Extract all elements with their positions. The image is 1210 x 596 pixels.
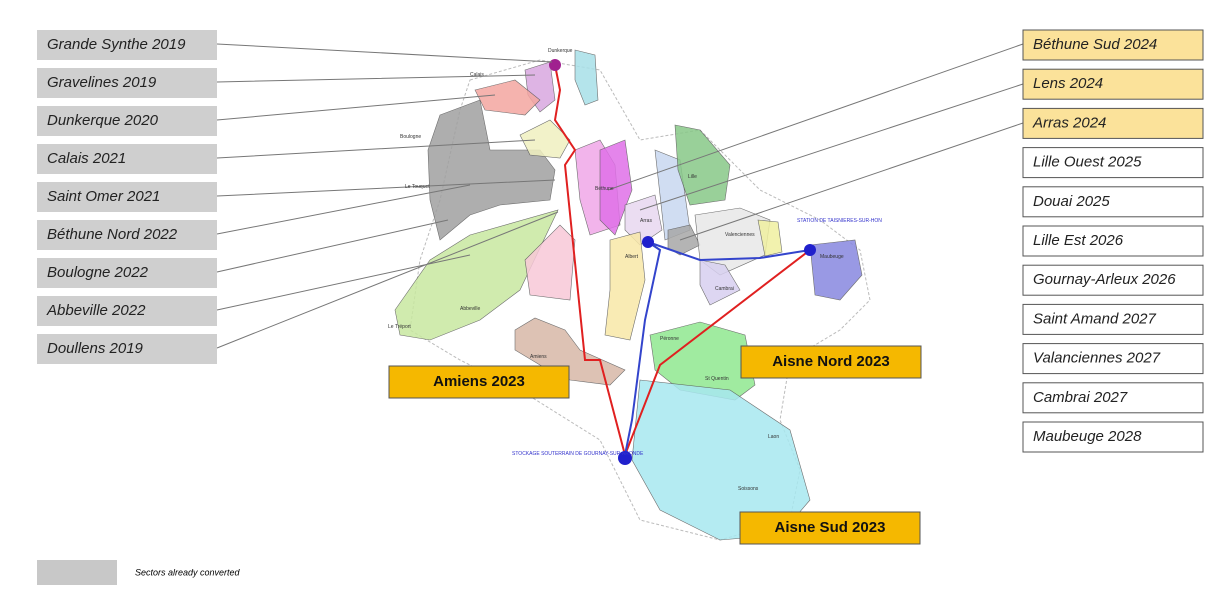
label-box: [37, 30, 217, 60]
label-text: Cambrai 2027: [1033, 389, 1128, 406]
label-box: [1022, 421, 1204, 453]
map-label: Calais: [470, 72, 484, 78]
label-text: Saint Omer 2021: [47, 188, 160, 205]
label-box: [1022, 303, 1204, 335]
map-label: Maubeuge: [820, 254, 844, 260]
map-label: Le Touquet: [405, 184, 430, 190]
map-label: Arras: [640, 218, 652, 224]
right-labels: Béthune Sud 2024 Lens 2024 Arras 2024 Lille…: [1022, 29, 1204, 453]
map: [394, 49, 871, 541]
map-label: Soissons: [738, 486, 759, 492]
label-text: Gravelines 2019: [47, 74, 157, 91]
map-label: Lille: [688, 174, 697, 180]
label-box: [1022, 343, 1204, 375]
label-text: Lille Ouest 2025: [1033, 154, 1142, 171]
label-text: Grande Synthe 2019: [47, 36, 186, 53]
label-box: [1022, 68, 1204, 100]
label-text: Maubeuge 2028: [1033, 428, 1142, 445]
label-text: Lens 2024: [1033, 75, 1103, 92]
label-text: Béthune Nord 2022: [47, 226, 178, 243]
label-box: [1022, 107, 1204, 139]
label-text: Abbeville 2022: [46, 302, 146, 319]
label-text: Boulogne 2022: [47, 264, 149, 281]
map-label: Amiens: [530, 354, 547, 360]
map-label: Cambrai: [715, 286, 734, 292]
label-text: Dunkerque 2020: [47, 112, 159, 129]
label-box: [37, 182, 217, 212]
label-box: [739, 511, 921, 545]
label-text: Béthune Sud 2024: [1033, 36, 1157, 53]
connectors: [216, 43, 1024, 349]
label-box: [740, 345, 922, 379]
legend-swatch: [37, 560, 117, 585]
map-label: Abbeville: [460, 306, 481, 312]
label-box: [37, 68, 217, 98]
station-label: STATION DE TAISNIERES-SUR-HON: [797, 218, 882, 224]
map-label: Albert: [625, 254, 639, 260]
label-text: Gournay-Arleux 2026: [1033, 271, 1176, 288]
label-box: [1022, 147, 1204, 179]
label-box: [1022, 225, 1204, 257]
station-label: STOCKAGE SOUTERRAIN DE GOURNAY-SUR-AROND…: [512, 451, 644, 457]
label-text: Saint Amand 2027: [1033, 310, 1157, 327]
label-box: [1022, 382, 1204, 414]
label-box: [1022, 186, 1204, 218]
center-labels: Amiens 2023 Aisne Nord 2023 Aisne Sud 2023: [388, 345, 922, 545]
label-box: [37, 144, 217, 174]
label-text: Aisne Sud 2023: [775, 519, 886, 536]
map-label: Péronne: [660, 336, 679, 342]
map-label: Dunkerque: [548, 48, 573, 54]
label-box: [37, 106, 217, 136]
label-text: Arras 2024: [1032, 114, 1106, 131]
label-text: Douai 2025: [1033, 193, 1110, 210]
map-label: Valenciennes: [725, 232, 755, 238]
label-box: [1022, 29, 1204, 61]
map-label: Boulogne: [400, 134, 421, 140]
legend-label: Sectors already converted: [135, 567, 241, 577]
map-label: Béthune: [595, 186, 614, 192]
left-labels: Grande Synthe 2019 Gravelines 2019 Dunkerq…: [37, 30, 217, 364]
label-box: [1022, 264, 1204, 296]
label-text: Amiens 2023: [433, 373, 525, 390]
map-label: Le Tréport: [388, 324, 411, 330]
label-box: [37, 220, 217, 250]
label-box: [37, 334, 217, 364]
label-box: [388, 365, 570, 399]
label-text: Calais 2021: [47, 150, 126, 167]
map-label: Laon: [768, 434, 779, 440]
map-label: St Quentin: [705, 376, 729, 382]
label-text: Aisne Nord 2023: [772, 353, 890, 370]
map-labels: Dunkerque Calais Boulogne Le Touquet Abbevil…: [388, 48, 882, 492]
label-box: [37, 258, 217, 288]
label-box: [37, 296, 217, 326]
label-text: Doullens 2019: [47, 340, 144, 357]
label-text: Lille Est 2026: [1033, 232, 1124, 249]
label-text: Valanciennes 2027: [1033, 350, 1161, 367]
